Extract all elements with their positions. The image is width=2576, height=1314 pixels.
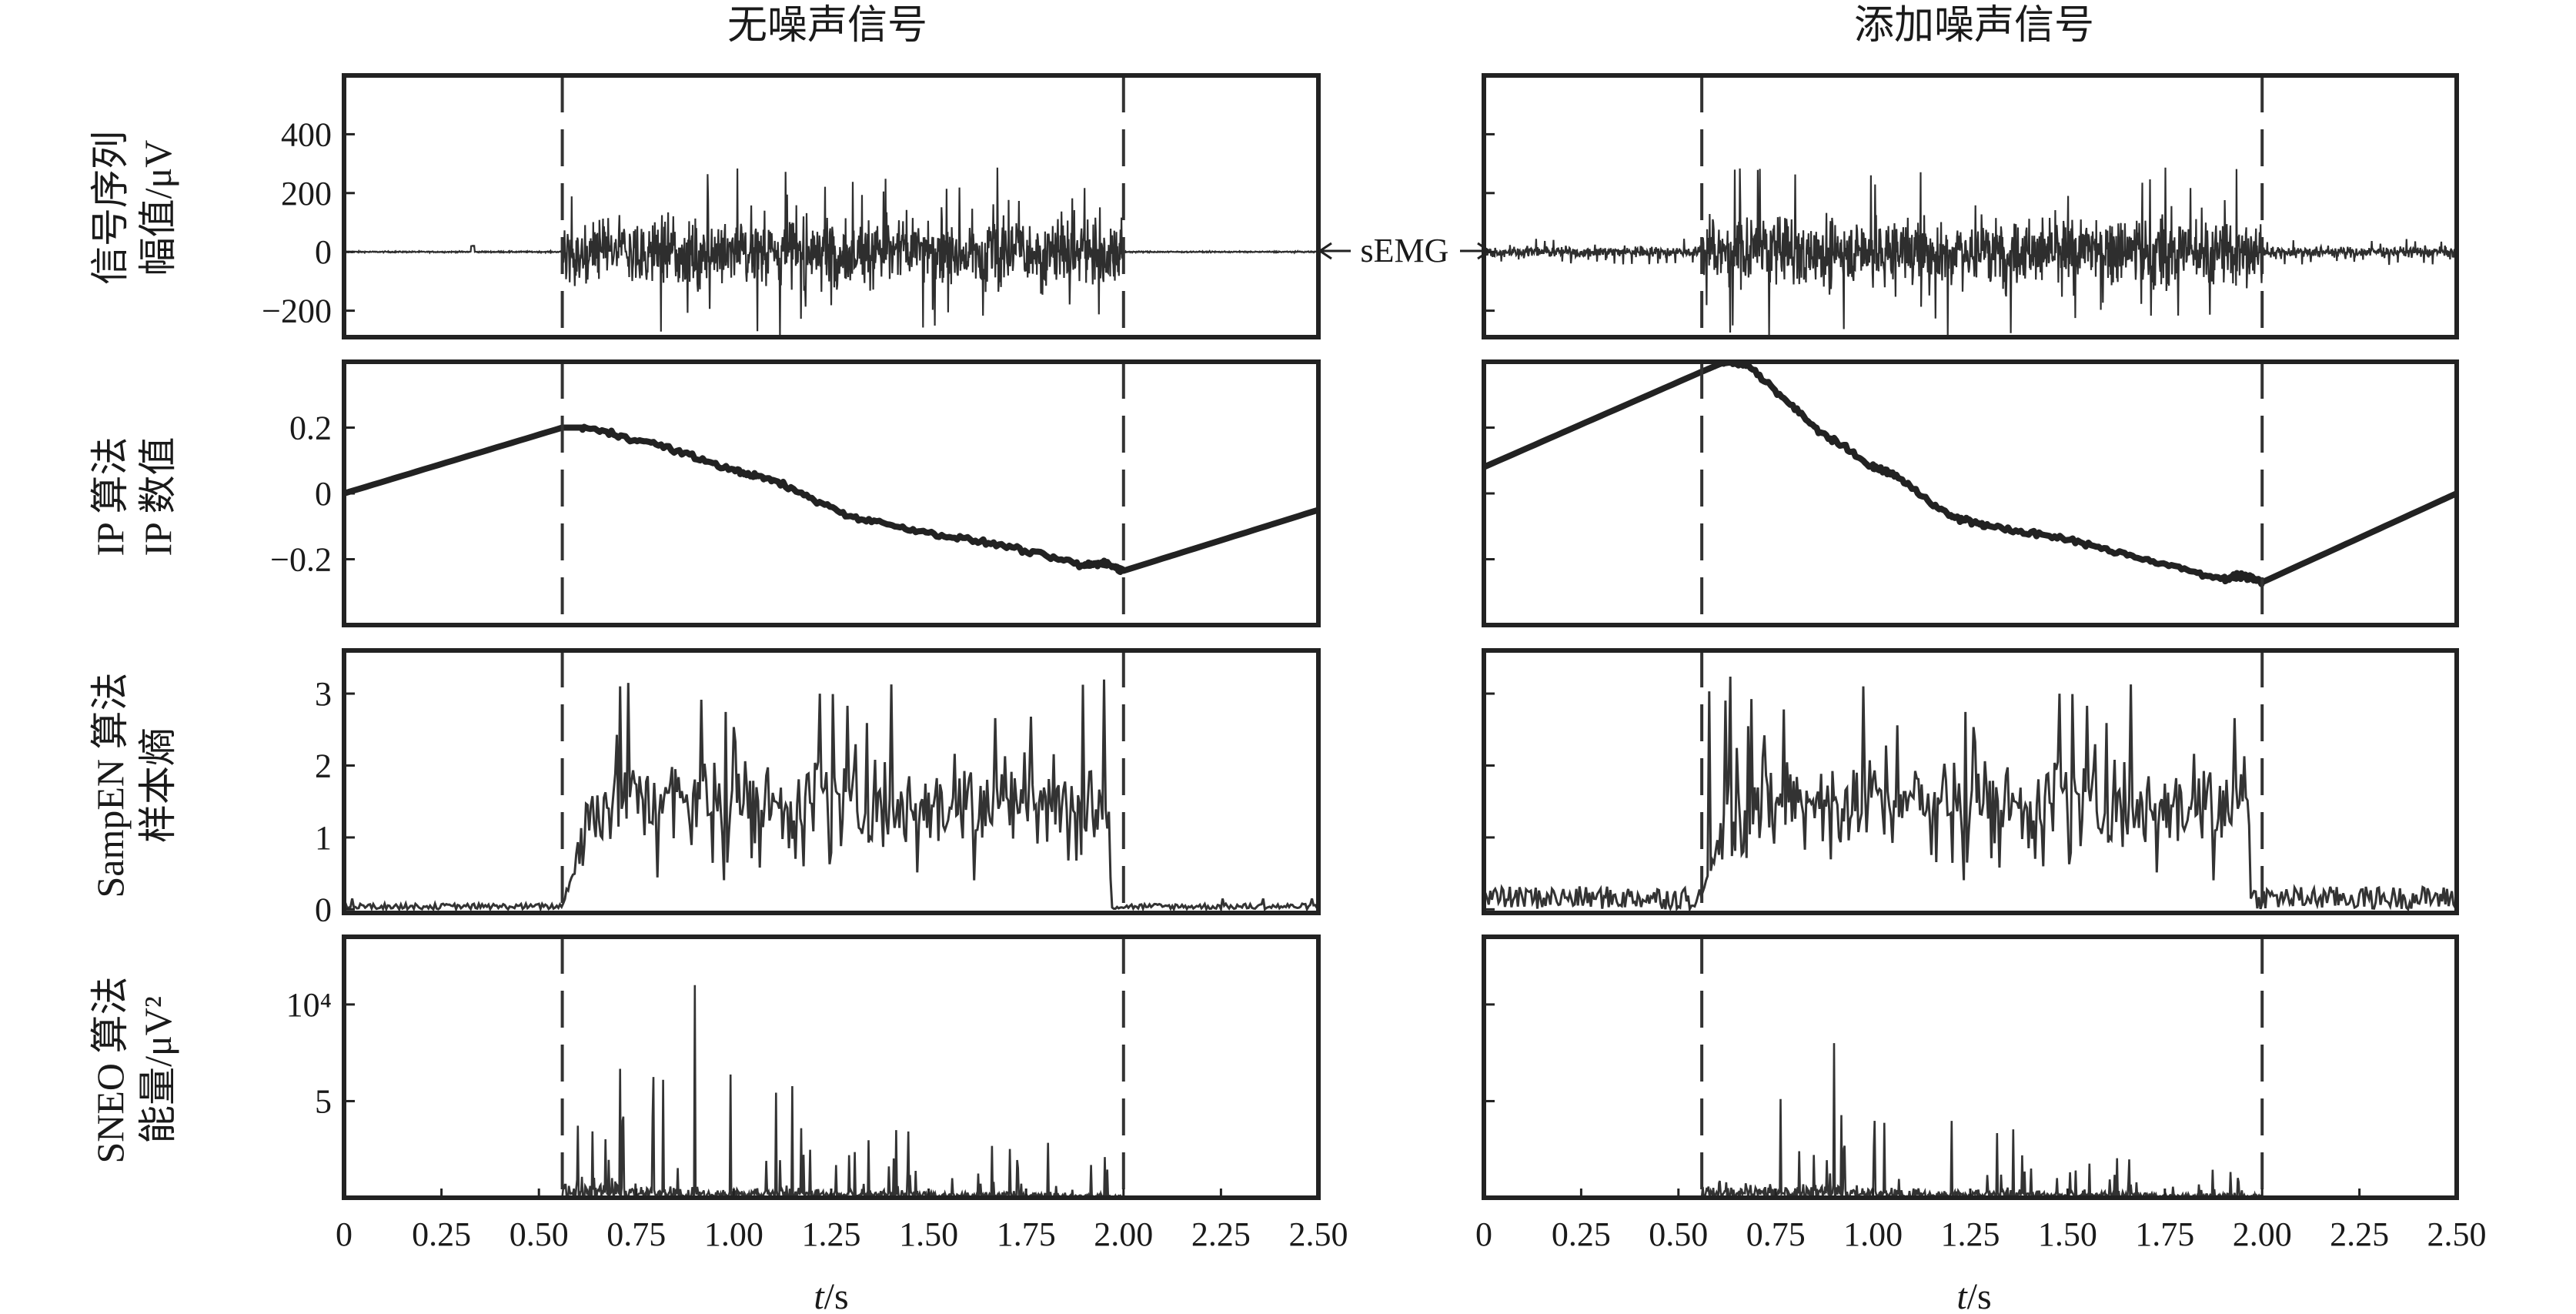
x-tick-label: 0.50 — [1649, 1215, 1708, 1253]
panel-semg-col1 — [1482, 73, 2459, 339]
svg-text:能量/μV²: 能量/μV² — [136, 996, 179, 1144]
svg-text:幅值/μV: 幅值/μV — [136, 140, 179, 276]
sneo-series-col1 — [1484, 1043, 2457, 1198]
y-tick-label: 0 — [315, 891, 332, 928]
plot-area — [344, 423, 1318, 575]
panel-frame — [1482, 648, 2459, 915]
panel-frame — [342, 359, 1321, 627]
y-label-semg: 信号序列 幅值/μV — [89, 131, 179, 285]
x-tick-label: 2.00 — [1094, 1215, 1153, 1253]
panel-ip-col0: 0.2 0 −0.2 — [270, 359, 1321, 627]
y-label-sampen: SampEN 算法 样本熵 — [89, 672, 179, 898]
y-tick-label: 200 — [281, 175, 332, 212]
panel-frame — [1482, 935, 2459, 1200]
x-tick-label: 1.75 — [2135, 1215, 2194, 1253]
panel-frame — [342, 935, 1321, 1200]
x-tick-label: 0.75 — [606, 1215, 666, 1253]
svg-text:IP 数值: IP 数值 — [136, 436, 179, 556]
y-tick-label: −200 — [262, 293, 332, 330]
svg-text:样本熵: 样本熵 — [136, 727, 179, 843]
y-tick-label: 400 — [281, 115, 332, 153]
svg-text:信号序列: 信号序列 — [89, 131, 132, 285]
svg-text:SNEO 算法: SNEO 算法 — [89, 976, 132, 1163]
plot-area — [344, 985, 1318, 1198]
x-tick-label: 2.25 — [1191, 1215, 1251, 1253]
semg-series-col1 — [1484, 167, 2457, 337]
column-title-with-noise: 添加噪声信号 — [1854, 4, 2094, 48]
x-tick-label: 0.50 — [510, 1215, 569, 1253]
y-tick-label: 10⁴ — [286, 986, 332, 1024]
x-tick-label: 1.50 — [899, 1215, 958, 1253]
panel-ip-col1 — [1482, 359, 2459, 627]
y-label-sneo: SNEO 算法 能量/μV² — [89, 976, 179, 1163]
sampen-series-col1 — [1484, 676, 2457, 913]
x-tick-label: 2.50 — [2427, 1215, 2487, 1253]
plot-area — [344, 679, 1318, 913]
x-tick-label: 0.75 — [1746, 1215, 1806, 1253]
panel-sneo-col1: 0 0.25 0.50 0.75 1.00 1.25 1.50 1.75 2.00 2.25 2.5… — [1475, 935, 2487, 1253]
semg-annotation: sEMG — [1318, 232, 1492, 269]
x-tick-label: 2.00 — [2233, 1215, 2292, 1253]
plot-area — [344, 167, 1318, 337]
y-tick-label: 2 — [315, 747, 332, 784]
x-tick-label: 2.50 — [1289, 1215, 1348, 1253]
x-tick-label: 1.00 — [704, 1215, 763, 1253]
y-tick-label: −0.2 — [270, 541, 332, 579]
semg-series-col0 — [344, 167, 1318, 337]
x-axis-title-right: t/s — [1956, 1276, 1991, 1314]
sneo-series-col0 — [344, 985, 1318, 1198]
y-label-ip: IP 算法 IP 数值 — [89, 436, 179, 556]
x-tick-label: 1.00 — [1843, 1215, 1903, 1253]
sampen-series-col0 — [344, 679, 1318, 913]
y-tick-label: 0.2 — [289, 410, 332, 447]
plot-area — [1484, 676, 2457, 913]
y-tick-label: 1 — [315, 819, 332, 857]
panel-semg-col0: 400 200 0 −200 — [262, 73, 1321, 339]
ip-series-col0 — [344, 423, 1318, 575]
x-tick-label: 1.75 — [997, 1215, 1056, 1253]
x-tick-label: 1.50 — [2038, 1215, 2097, 1253]
y-tick-label: 0 — [315, 475, 332, 513]
ip-series-col1 — [1484, 362, 2457, 587]
y-tick-label: 5 — [315, 1082, 332, 1120]
column-title-no-noise: 无噪声信号 — [727, 4, 927, 48]
panel-frame — [342, 73, 1321, 339]
svg-text:sEMG: sEMG — [1361, 232, 1449, 269]
x-tick-label: 0.25 — [1552, 1215, 1611, 1253]
panel-frame — [342, 648, 1321, 915]
svg-text:SampEN 算法: SampEN 算法 — [89, 672, 132, 898]
panel-sampen-col0: 3 2 1 0 — [315, 648, 1321, 928]
x-axis-title-left: t/s — [814, 1276, 848, 1314]
x-tick-label: 0.25 — [412, 1215, 471, 1253]
panel-sampen-col1 — [1482, 648, 2459, 915]
svg-text:IP 算法: IP 算法 — [89, 436, 132, 556]
x-tick-label: 2.25 — [2330, 1215, 2389, 1253]
panel-frame — [1482, 73, 2459, 339]
x-tick-label: 1.25 — [1941, 1215, 2000, 1253]
x-tick-label: 0 — [1475, 1215, 1492, 1253]
x-tick-label: 1.25 — [802, 1215, 861, 1253]
plot-area — [1484, 362, 2457, 587]
panel-sneo-col0: 10⁴ 5 0 0.25 0.50 0.75 1.00 1.25 1.50 1.75 2.00 2.2… — [286, 935, 1348, 1253]
x-tick-label: 0 — [336, 1215, 352, 1253]
plot-area — [1484, 167, 2457, 337]
y-tick-label: 0 — [315, 233, 332, 271]
plot-area — [1484, 1043, 2457, 1198]
y-tick-label: 3 — [315, 675, 332, 713]
